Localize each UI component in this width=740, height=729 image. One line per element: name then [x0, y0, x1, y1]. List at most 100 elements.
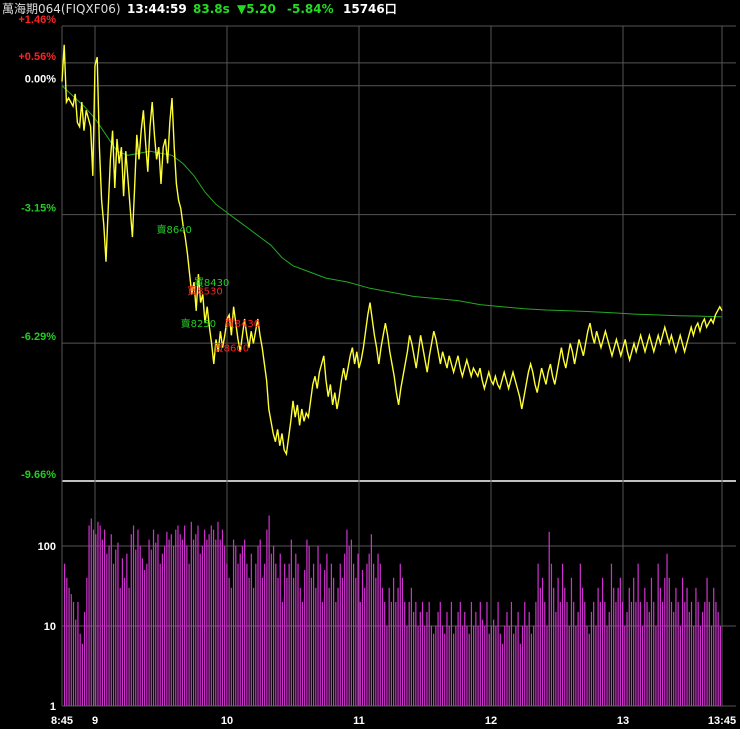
volume-bar	[508, 626, 510, 706]
volume-bar	[235, 545, 237, 706]
volume-bar	[510, 601, 513, 706]
last-price: 83.8s	[193, 2, 230, 16]
volume-bar	[277, 577, 279, 706]
volume-bar	[699, 626, 701, 706]
volume-bar	[250, 553, 252, 706]
trade-annotation: 賣8640	[156, 223, 191, 236]
volume-bar	[288, 563, 290, 706]
volume-bar	[141, 558, 144, 706]
volume-bar	[641, 626, 644, 706]
volume-bar	[673, 611, 675, 706]
volume-bar	[646, 601, 648, 706]
volume-bar	[426, 611, 428, 706]
volume-bar	[210, 525, 212, 706]
time-x-tick-label: 11	[353, 715, 365, 727]
volume-bar	[608, 611, 610, 706]
quote-header: 萬海期064(FIQXF06) 13:44:59 83.8s ▼5.20 -5.…	[0, 0, 740, 18]
price-y-tick-label: +0.56%	[18, 51, 56, 63]
volume-bar	[661, 601, 664, 706]
trade-annotation: 買8430	[225, 318, 260, 330]
volume-bar	[486, 601, 488, 706]
volume-bar	[252, 587, 255, 706]
volume-bar	[697, 601, 699, 706]
volume-bar	[666, 553, 668, 706]
volume-bar	[321, 601, 324, 706]
volume-bar	[304, 570, 306, 706]
volume-bar	[455, 626, 457, 706]
volume-bar	[326, 553, 328, 706]
volume-bar	[352, 563, 355, 706]
volume-bar	[301, 601, 304, 706]
volume-bar	[437, 611, 439, 706]
volume-y-tick-label: 10	[44, 621, 56, 633]
volume-bar	[357, 553, 359, 706]
volume-bar	[444, 633, 446, 706]
volume-bar	[257, 545, 259, 706]
volume-bar	[533, 626, 535, 706]
volume-bar	[115, 549, 117, 706]
volume-bar	[390, 601, 392, 706]
volume-bar	[372, 563, 375, 706]
total-volume: 15746口	[343, 2, 397, 16]
volume-bar	[648, 611, 650, 706]
volume-bar	[490, 626, 493, 706]
volume-bar	[379, 563, 381, 706]
volume-bar	[108, 545, 110, 706]
volume-bar	[439, 601, 441, 706]
volume-bar	[110, 534, 112, 706]
volume-bar	[419, 611, 421, 706]
price-y-tick-label: -9.66%	[21, 469, 56, 481]
volume-bar	[375, 577, 377, 706]
volume-bar	[424, 626, 426, 706]
volume-bar	[215, 539, 217, 706]
volume-bar	[401, 577, 404, 706]
volume-bar	[299, 587, 301, 706]
volume-bar	[88, 525, 90, 706]
trade-annotation: 買8600	[214, 343, 249, 355]
volume-bar	[559, 601, 561, 706]
volume-bar	[704, 601, 706, 706]
volume-bar	[208, 534, 210, 706]
volume-bar	[681, 577, 684, 706]
volume-bar	[613, 587, 615, 706]
volume-bar	[453, 633, 455, 706]
volume-bar	[710, 626, 713, 706]
volume-bar	[308, 545, 310, 706]
volume-bar	[470, 601, 473, 706]
volume-bar	[237, 563, 239, 706]
volume-bar	[604, 601, 606, 706]
volume-bar	[581, 587, 584, 706]
volume-bar	[708, 601, 710, 706]
volume-bar	[144, 570, 146, 706]
volume-bar	[86, 577, 88, 706]
volume-bar	[155, 542, 157, 706]
volume-bar	[368, 553, 370, 706]
volume-bar	[539, 587, 541, 706]
volume-bar	[364, 587, 366, 706]
volume-bar	[266, 529, 268, 706]
volume-bar	[97, 521, 99, 706]
volume-bar	[599, 601, 601, 706]
volume-bar	[348, 545, 350, 706]
volume-bar	[104, 529, 106, 706]
price-y-tick-label: 0.00%	[25, 74, 56, 86]
volume-bar	[124, 577, 126, 706]
volume-bar	[292, 577, 295, 706]
volume-bar	[361, 570, 364, 706]
volume-bar	[224, 545, 226, 706]
volume-bar	[132, 525, 135, 706]
price-change-percent: -5.84%	[287, 2, 334, 16]
volume-bar	[168, 539, 170, 706]
volume-bar	[655, 626, 657, 706]
volume-bar	[388, 587, 390, 706]
volume-bar	[450, 601, 453, 706]
volume-bar	[688, 611, 690, 706]
volume-bar	[161, 553, 164, 706]
volume-bar	[506, 611, 508, 706]
volume-bar	[186, 545, 188, 706]
volume-bar	[284, 563, 286, 706]
volume-bar	[117, 542, 119, 706]
volume-bar	[570, 577, 573, 706]
